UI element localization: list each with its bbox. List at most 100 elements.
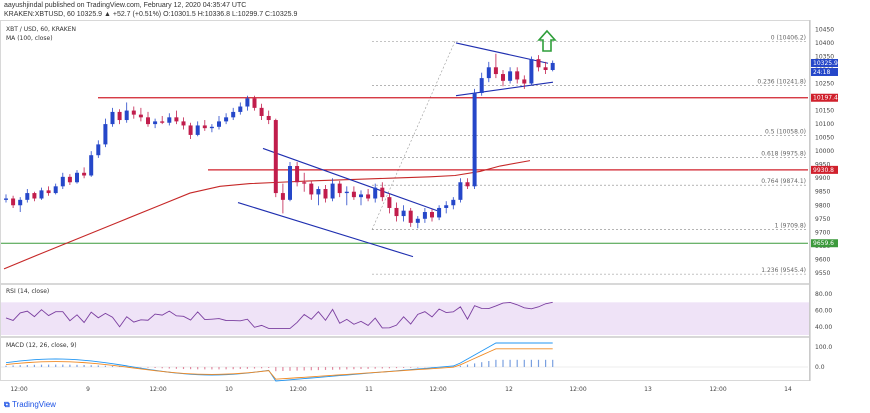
candle-body [160, 121, 165, 123]
fib-label: 0.764 (9874.1) [761, 178, 806, 185]
x-tick-label: 12:00 [429, 386, 446, 393]
fib-label: 0.618 (9975.8) [761, 151, 806, 158]
publisher-line: aayushjindal published on TradingView.co… [4, 2, 247, 9]
price-tag [811, 165, 838, 174]
candle-body [224, 117, 229, 122]
y-tick-label: 10450 [815, 26, 834, 33]
signal-line [5, 348, 553, 380]
symbol-label: XBT / USD, 60, KRAKEN [6, 26, 76, 33]
x-tick-label: 11 [365, 386, 373, 393]
x-tick-label: 12:00 [289, 386, 306, 393]
candle-body [273, 120, 278, 194]
candle-body [444, 205, 449, 208]
quote-line: KRAKEN:XBTUSD, 60 10325.9 ▲ +52.7 (+0.51… [4, 11, 298, 18]
price-tag [811, 239, 838, 248]
candle-body [25, 193, 30, 200]
x-tick-label: 12 [505, 386, 513, 393]
main-panel [0, 20, 810, 284]
candle-body [11, 198, 16, 206]
price-tag-label: 9659.6 [813, 240, 834, 247]
candle-body [543, 67, 548, 70]
x-tick-label: 12:00 [10, 386, 27, 393]
candle-body [131, 110, 136, 115]
macd-indicator: 100.0 0.0 [1, 342, 832, 382]
fib-label: 1.236 (9545.4) [761, 267, 806, 274]
candle-body [351, 191, 356, 198]
price-tag [811, 58, 838, 67]
candle-body [522, 79, 527, 84]
y-tick-label: 10000 [815, 148, 834, 155]
y-tick-label: 10150 [815, 108, 834, 115]
y-tick-label: 9850 [815, 189, 830, 196]
candle-body [146, 117, 150, 125]
rsi-indicator: 80.00 60.00 40.00 [1, 291, 832, 335]
candle-body [75, 172, 79, 183]
y-tick-label: 9800 [815, 202, 830, 209]
candle-body [373, 187, 378, 199]
x-tick-label: 12:00 [569, 386, 586, 393]
y-tick-label: 10350 [815, 53, 834, 60]
macd-tick-label: 100.0 [815, 344, 832, 351]
y-tick-label: 9750 [815, 216, 830, 223]
price-tag-label: 9930.8 [813, 167, 834, 174]
y-tick-label: 9600 [815, 256, 830, 263]
candle-body [515, 71, 520, 80]
channel-lower [237, 202, 414, 258]
trendlines [237, 42, 554, 258]
candle-body [508, 71, 513, 81]
y-tick-label: 9700 [815, 229, 830, 236]
candle-body [437, 207, 442, 218]
candle-body [39, 190, 44, 199]
candle-body [252, 98, 257, 108]
rsi-tick-label: 80.00 [815, 291, 832, 298]
candle-body [451, 199, 456, 206]
candle-body [202, 125, 207, 129]
tradingview-logo[interactable]: ⧉ TradingView [4, 400, 56, 410]
fib-label: 0 (10406.2) [771, 34, 806, 41]
price-tag-label: 10325.9 [813, 60, 838, 67]
macd-panel [0, 337, 810, 381]
up-arrow-icon [537, 29, 557, 52]
ma-line [3, 160, 531, 270]
candle-body [124, 110, 129, 121]
candle-body [245, 98, 250, 107]
candle-body [188, 125, 193, 135]
candle-body [117, 111, 122, 121]
candle-body [110, 111, 115, 125]
y-tick-label: 10250 [815, 81, 834, 88]
tradingview-logo-icon: ⧉ [4, 400, 12, 409]
candle-body [259, 107, 264, 116]
macd-line [5, 342, 553, 382]
candle-body [465, 182, 470, 187]
candle-body [67, 176, 72, 183]
time-axis: 12:00 9 12:00 10 12:00 11 12:00 12 12:00 13 12:00 1… [10, 386, 792, 393]
price-tag-label: 10197.4 [813, 95, 838, 102]
candle-body [380, 187, 385, 198]
candle-body [422, 212, 427, 219]
candle-body [472, 92, 477, 187]
triangle-lower [455, 81, 554, 97]
rsi-tick-label: 60.00 [815, 308, 832, 315]
candle-body [430, 212, 434, 218]
candle-body [288, 166, 292, 200]
candle-body [415, 218, 420, 223]
candle-body [231, 111, 236, 118]
candle-body [309, 183, 314, 195]
x-tick-label: 12:00 [709, 386, 726, 393]
candle-body [295, 166, 300, 183]
candle-body [209, 126, 214, 129]
candle-body [60, 176, 65, 187]
candle-body [408, 210, 413, 223]
candle-body [266, 115, 271, 121]
candle-body [401, 210, 406, 217]
candle-body [174, 117, 179, 122]
fib-levels: 0 (10406.2) 0.236 (10241.8) 0.5 (10058.0) 0… [371, 34, 808, 275]
x-tick-label: 10 [225, 386, 233, 393]
y-tick-label: 9550 [815, 270, 830, 277]
candle-body [501, 74, 505, 81]
candle-body [344, 191, 349, 194]
candle-body [46, 190, 51, 194]
candle-body [458, 182, 463, 200]
candle-body [181, 121, 186, 126]
